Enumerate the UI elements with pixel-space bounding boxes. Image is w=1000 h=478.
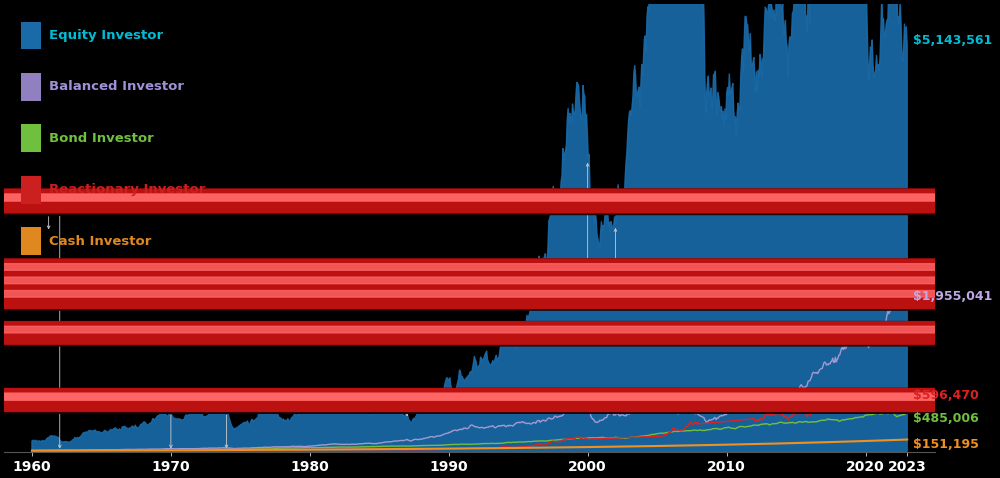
Circle shape [0,389,1000,413]
FancyBboxPatch shape [21,228,41,255]
Circle shape [0,272,1000,295]
Circle shape [0,389,1000,412]
Circle shape [0,189,1000,213]
Circle shape [0,392,1000,402]
Circle shape [0,389,1000,411]
Circle shape [0,193,1000,202]
Circle shape [0,389,1000,411]
Circle shape [0,259,1000,283]
Text: $596,470: $596,470 [913,390,978,402]
Text: Reactionary Investor: Reactionary Investor [49,183,205,196]
Circle shape [0,276,1000,285]
Text: Balanced Investor: Balanced Investor [49,80,184,93]
Circle shape [0,322,1000,346]
Circle shape [0,193,1000,202]
Circle shape [0,272,1000,297]
Circle shape [0,322,1000,344]
Circle shape [0,392,1000,402]
Circle shape [0,286,1000,310]
Circle shape [0,325,1000,334]
FancyBboxPatch shape [21,124,41,152]
FancyBboxPatch shape [21,22,41,49]
Circle shape [0,189,1000,213]
Text: $485,006: $485,006 [913,412,978,425]
Circle shape [0,272,1000,295]
Circle shape [0,389,1000,412]
Text: $151,195: $151,195 [913,438,979,451]
Text: $1,955,041: $1,955,041 [913,291,992,304]
Circle shape [0,285,1000,309]
Circle shape [0,190,1000,214]
Circle shape [0,289,1000,299]
Circle shape [0,389,1000,413]
Circle shape [0,259,1000,282]
Circle shape [0,259,1000,282]
Circle shape [0,286,1000,308]
Circle shape [0,392,1000,402]
Text: Equity Investor: Equity Investor [49,29,163,42]
Text: $5,143,561: $5,143,561 [913,34,992,47]
FancyBboxPatch shape [21,73,41,101]
FancyBboxPatch shape [21,176,41,204]
Circle shape [0,189,1000,215]
Text: Bond Investor: Bond Investor [49,132,154,145]
Circle shape [0,389,1000,411]
Text: Cash Investor: Cash Investor [49,235,151,248]
Circle shape [0,389,1000,412]
Circle shape [0,189,1000,213]
Circle shape [0,321,1000,345]
Circle shape [0,389,1000,413]
Circle shape [0,262,1000,272]
Circle shape [0,190,1000,212]
